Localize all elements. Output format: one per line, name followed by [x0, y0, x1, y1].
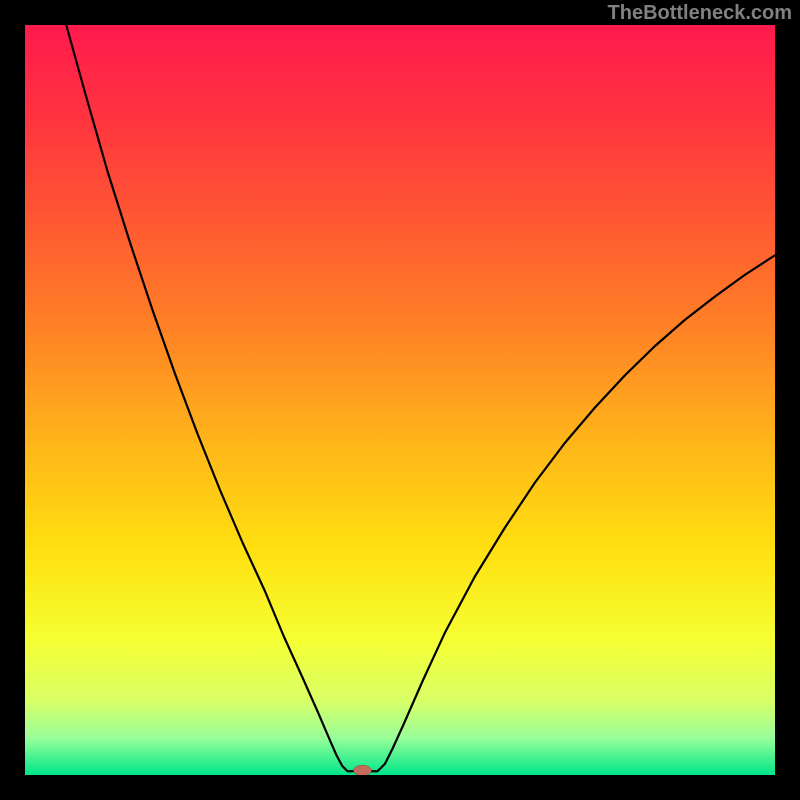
gradient-background: [25, 25, 775, 775]
watermark-text: TheBottleneck.com: [608, 2, 792, 25]
chart-svg: [25, 25, 775, 775]
optimal-point-marker: [354, 765, 372, 775]
plot-area: [25, 25, 775, 775]
chart-frame: TheBottleneck.com: [0, 0, 800, 800]
